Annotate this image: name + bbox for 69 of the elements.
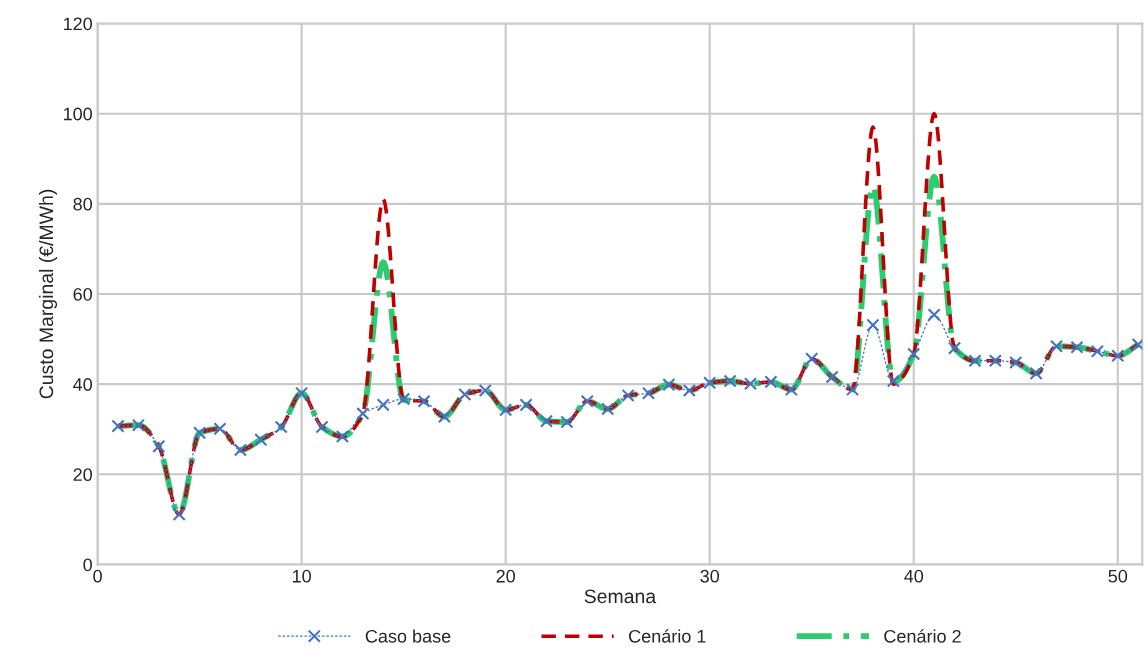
point [315, 420, 329, 434]
point [886, 374, 900, 388]
point [274, 420, 288, 434]
point [499, 403, 513, 417]
point [927, 308, 941, 322]
y-axis-title: Custo Marginal (€/MWh) [38, 189, 58, 399]
point [1111, 349, 1125, 363]
point [601, 402, 615, 416]
point [356, 406, 370, 421]
point [1131, 337, 1143, 352]
x-tick-label: 20 [496, 569, 515, 583]
point [111, 419, 125, 433]
point [988, 354, 1002, 368]
point [131, 418, 145, 432]
y-tick-label: 120 [63, 17, 93, 31]
point [172, 507, 186, 522]
point [723, 374, 737, 388]
point [478, 383, 492, 398]
point [968, 354, 982, 368]
point [254, 433, 268, 447]
x-tick-label: 40 [904, 569, 924, 583]
point [947, 341, 962, 355]
y-tick-label: 0 [83, 558, 93, 572]
legend-label: Cenário 2 [884, 629, 961, 643]
point [825, 370, 839, 384]
point [193, 426, 207, 440]
point [295, 386, 309, 400]
point [213, 422, 227, 436]
point [539, 414, 554, 428]
point [152, 439, 166, 453]
point [397, 392, 411, 406]
point [1009, 355, 1023, 370]
point [437, 410, 452, 424]
point [1070, 340, 1084, 354]
x-tick-label: 30 [700, 569, 720, 583]
point [764, 375, 778, 389]
point [845, 382, 860, 397]
point [233, 443, 247, 457]
y-tick-label: 20 [73, 468, 93, 482]
point [376, 398, 390, 412]
y-tick-label: 80 [73, 197, 93, 211]
point [621, 388, 635, 403]
x-axis-title: Semana [584, 589, 657, 604]
y-tick-label: 40 [73, 378, 93, 391]
legend-label: Cenário 1 [629, 629, 706, 643]
point [1090, 344, 1104, 358]
y-tick-label: 60 [73, 287, 93, 301]
point [1049, 339, 1064, 353]
x-tick-label: 10 [292, 569, 311, 583]
point [743, 377, 758, 391]
point [641, 386, 656, 400]
point [682, 383, 696, 398]
point [335, 429, 350, 444]
x-tick-label: 0 [93, 569, 102, 583]
point [560, 415, 574, 429]
point [417, 394, 431, 408]
point [703, 376, 717, 390]
point [784, 382, 798, 397]
point [805, 352, 819, 366]
point [662, 378, 676, 392]
legend-label: Caso base [365, 629, 451, 643]
point [580, 394, 594, 408]
point [1029, 366, 1043, 380]
x-tick-label: 50 [1108, 569, 1128, 583]
point [519, 398, 533, 412]
point [866, 318, 880, 332]
y-tick-label: 100 [63, 107, 93, 121]
point [907, 347, 921, 361]
point [458, 387, 472, 402]
